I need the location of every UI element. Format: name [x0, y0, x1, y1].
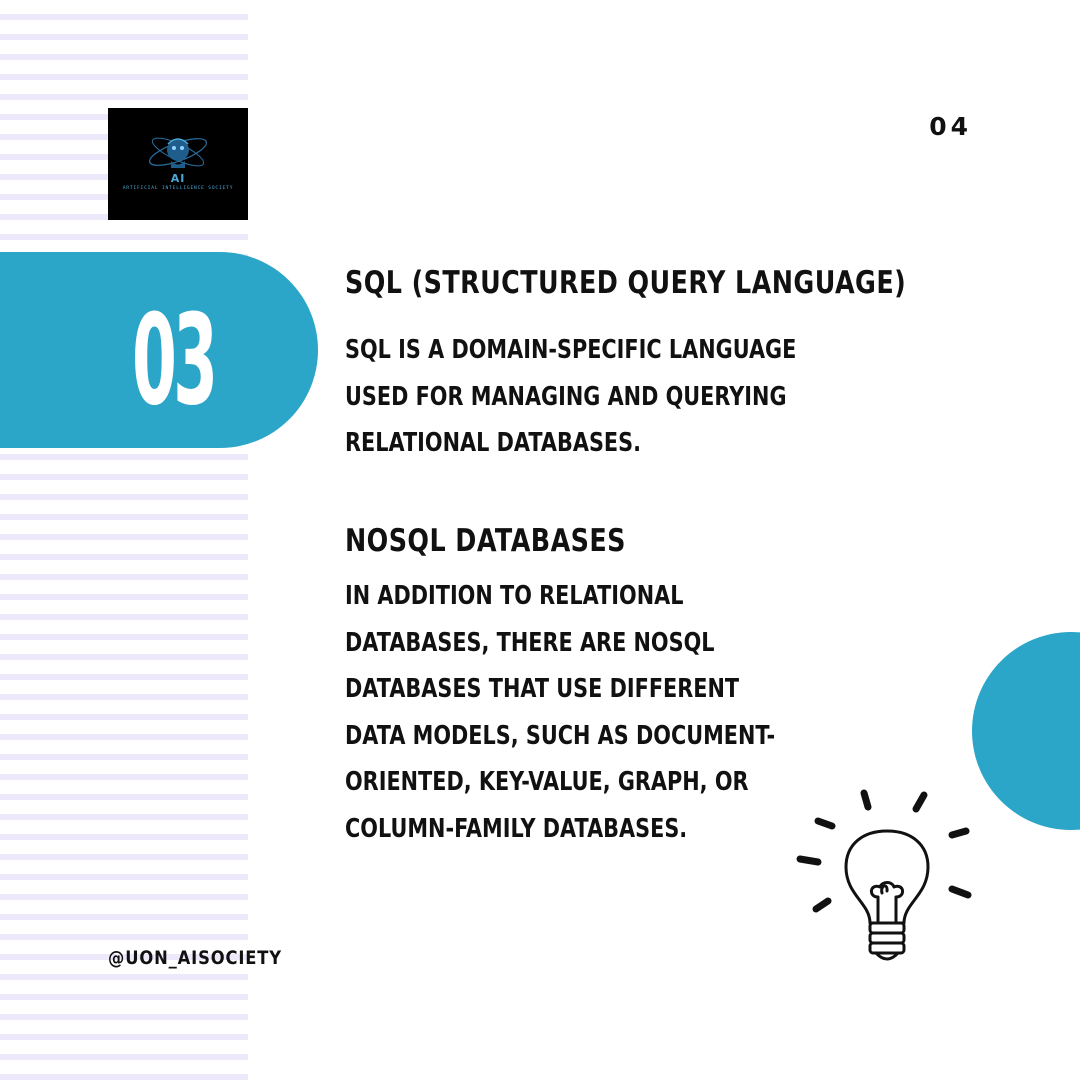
- accent-circle: [972, 632, 1080, 830]
- ai-society-logo-emblem: [149, 137, 207, 168]
- slide-number-badge: [0, 252, 318, 448]
- section-body-sql: SQL is a domain-specific language used f…: [345, 335, 797, 458]
- section-heading-nosql: NoSQL Databases: [345, 523, 626, 559]
- slide-number: 03: [132, 286, 218, 434]
- logo-initials: AI: [170, 172, 186, 185]
- lightbulb-icon: [796, 789, 972, 961]
- section-heading-sql: SQL (Structured Query Language): [345, 265, 907, 301]
- logo-subtitle: ARTIFICIAL INTELLIGENCE SOCIETY: [122, 186, 234, 191]
- ai-society-logo: AI ARTIFICIAL INTELLIGENCE SOCIETY: [108, 108, 248, 220]
- page-number: 04: [929, 112, 972, 141]
- social-handle: @uon_aisociety: [108, 947, 282, 969]
- section-body-nosql: In addition to relational databases, the…: [345, 581, 776, 844]
